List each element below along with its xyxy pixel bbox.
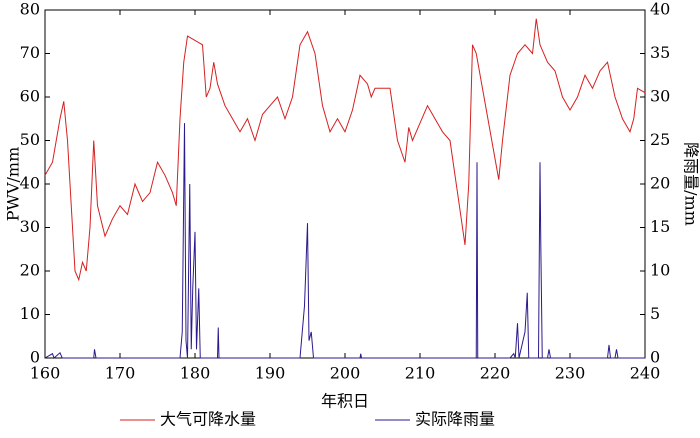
y2-tick-label: 30 [650,87,670,106]
y2-axis-label: 降雨量/mm [682,142,700,226]
y2-tick-label: 20 [650,174,670,193]
y-tick-label: 0 [30,348,40,367]
y2-tick-label: 5 [650,304,660,323]
series-line [45,123,645,358]
x-tick-label: 220 [480,364,511,383]
y-tick-label: 30 [20,217,40,236]
legend-label: 大气可降水量 [160,410,256,429]
x-tick-label: 230 [555,364,586,383]
x-tick-label: 190 [255,364,286,383]
y2-tick-label: 10 [650,261,670,280]
series-line [45,19,645,280]
legend-label: 实际降雨量 [415,410,495,429]
y2-tick-label: 25 [650,130,670,149]
x-tick-label: 170 [105,364,136,383]
y-tick-label: 20 [20,261,40,280]
x-tick-label: 210 [405,364,436,383]
y-tick-label: 80 [20,0,40,19]
x-tick-label: 180 [180,364,211,383]
y-tick-label: 60 [20,87,40,106]
y-tick-label: 40 [20,174,40,193]
y2-tick-label: 15 [650,217,670,236]
y-tick-label: 70 [20,43,40,62]
y2-tick-label: 0 [650,348,660,367]
y-tick-label: 10 [20,304,40,323]
y2-tick-label: 35 [650,43,670,62]
x-axis-label: 年积日 [321,392,369,411]
x-tick-label: 200 [330,364,361,383]
y2-tick-label: 40 [650,0,670,19]
y-tick-label: 50 [20,130,40,149]
